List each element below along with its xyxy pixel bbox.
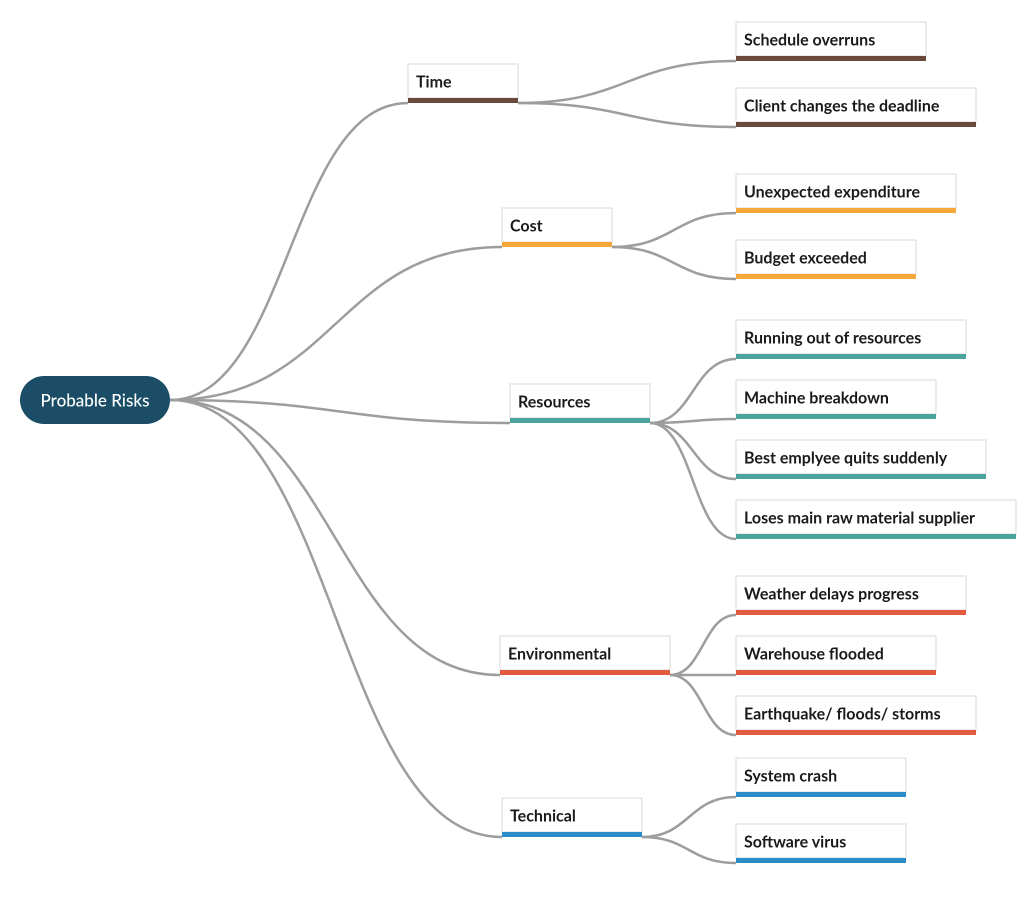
nodes-layer: Probable Risks Time Schedule overruns Clien…: [20, 22, 1016, 863]
leaf-label-resources-2: Best emplyee quits suddenly: [744, 449, 948, 468]
leaf-time-1: Client changes the deadline: [736, 88, 976, 127]
leaf-technical-1: Software virus: [736, 824, 906, 863]
leaf-label-resources-1: Machine breakdown: [744, 389, 889, 408]
edges-layer: [170, 61, 736, 863]
edge-technical-to-leaf-1: [642, 837, 736, 863]
category-label-resources: Resources: [518, 393, 590, 412]
leaf-environmental-1: Warehouse flooded: [736, 636, 936, 675]
root-label: Probable Risks: [41, 390, 150, 411]
root-node: Probable Risks: [20, 376, 170, 424]
leaf-environmental-2: Earthquake/ floods/ storms: [736, 696, 976, 735]
edge-cost-to-leaf-1: [612, 247, 736, 279]
category-environmental: Environmental: [500, 636, 670, 675]
leaf-environmental-0: Weather delays progress: [736, 576, 966, 615]
category-label-cost: Cost: [510, 217, 543, 236]
leaf-resources-0: Running out of resources: [736, 320, 966, 359]
edge-root-to-time: [170, 103, 408, 400]
leaf-cost-1: Budget exceeded: [736, 240, 916, 279]
leaf-technical-0: System crash: [736, 758, 906, 797]
category-technical: Technical: [502, 798, 642, 837]
edge-technical-to-leaf-0: [642, 797, 736, 837]
leaf-label-time-0: Schedule overruns: [744, 31, 875, 50]
leaf-label-resources-0: Running out of resources: [744, 329, 921, 348]
leaf-cost-0: Unexpected expenditure: [736, 174, 956, 213]
edge-root-to-environmental: [170, 400, 500, 675]
leaf-label-cost-0: Unexpected expenditure: [744, 183, 920, 202]
category-cost: Cost: [502, 208, 612, 247]
edge-environmental-to-leaf-2: [670, 675, 736, 735]
category-label-technical: Technical: [510, 807, 576, 826]
leaf-label-technical-0: System crash: [744, 767, 837, 786]
edge-time-to-leaf-1: [518, 103, 736, 127]
edge-resources-to-leaf-3: [650, 423, 736, 539]
leaf-label-environmental-2: Earthquake/ floods/ storms: [744, 705, 941, 724]
category-label-time: Time: [416, 73, 452, 92]
category-label-environmental: Environmental: [508, 645, 611, 664]
category-resources: Resources: [510, 384, 650, 423]
leaf-resources-1: Machine breakdown: [736, 380, 936, 419]
leaf-resources-3: Loses main raw material supplier: [736, 500, 1016, 539]
leaf-label-technical-1: Software virus: [744, 833, 846, 852]
mindmap-canvas: Probable Risks Time Schedule overruns Clien…: [0, 0, 1024, 912]
edge-resources-to-leaf-2: [650, 423, 736, 479]
edge-cost-to-leaf-0: [612, 213, 736, 247]
category-time: Time: [408, 64, 518, 103]
leaf-label-environmental-1: Warehouse flooded: [744, 645, 884, 664]
edge-root-to-technical: [170, 400, 502, 837]
leaf-label-time-1: Client changes the deadline: [744, 97, 940, 116]
edge-time-to-leaf-0: [518, 61, 736, 103]
leaf-time-0: Schedule overruns: [736, 22, 926, 61]
edge-resources-to-leaf-0: [650, 359, 736, 423]
leaf-label-resources-3: Loses main raw material supplier: [744, 509, 975, 528]
leaf-label-environmental-0: Weather delays progress: [744, 585, 919, 604]
leaf-label-cost-1: Budget exceeded: [744, 249, 867, 268]
leaf-resources-2: Best emplyee quits suddenly: [736, 440, 986, 479]
edge-environmental-to-leaf-0: [670, 615, 736, 675]
